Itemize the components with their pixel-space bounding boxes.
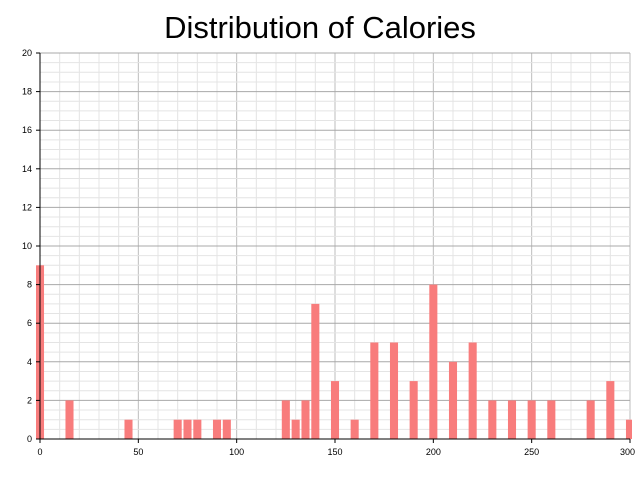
histogram-bar [291,419,300,439]
histogram-bar [193,419,202,439]
y-tick-label: 10 [22,241,32,251]
y-tick-label: 8 [27,280,32,290]
histogram-bar [301,400,310,439]
x-tick-label: 300 [620,447,635,457]
y-tick-label: 20 [22,48,32,58]
histogram-bar [527,400,536,439]
histogram-bar [389,342,399,439]
histogram-bar [468,342,477,439]
y-tick-label: 18 [22,87,32,97]
x-tick-label: 150 [327,447,342,457]
x-tick-label: 200 [426,447,441,457]
histogram-bar [586,400,595,439]
histogram-bar [281,400,290,439]
histogram-bar [507,400,517,439]
histogram-bar [65,400,74,439]
y-tick-label: 12 [22,202,32,212]
histogram-bar [448,361,458,439]
histogram-bar [311,303,320,439]
x-tick-label: 250 [524,447,539,457]
histogram-bar [625,419,632,439]
histogram-bar [547,400,556,439]
y-tick-label: 16 [22,125,32,135]
y-tick-label: 14 [22,164,32,174]
histogram-bar [124,419,133,439]
x-tick-label: 100 [229,447,244,457]
histogram-bar [222,419,231,439]
x-tick-label: 50 [133,447,143,457]
y-tick-label: 2 [27,395,32,405]
histogram-bar [173,419,182,439]
histogram-bar [429,284,438,439]
histogram-bar [409,381,418,439]
y-tick-label: 4 [27,357,32,367]
histogram-bar [370,342,379,439]
chart-title: Distribution of Calories [164,10,476,45]
histogram-bar [183,419,192,439]
histogram-bar [212,419,222,439]
y-tick-label: 6 [27,318,32,328]
x-tick-label: 0 [37,447,42,457]
histogram-bar [350,419,359,439]
histogram-bar [488,400,497,439]
histogram-bar [330,381,340,439]
axis-layer [36,52,631,443]
y-tick-label: 0 [27,434,32,444]
histogram-bar [606,381,615,439]
